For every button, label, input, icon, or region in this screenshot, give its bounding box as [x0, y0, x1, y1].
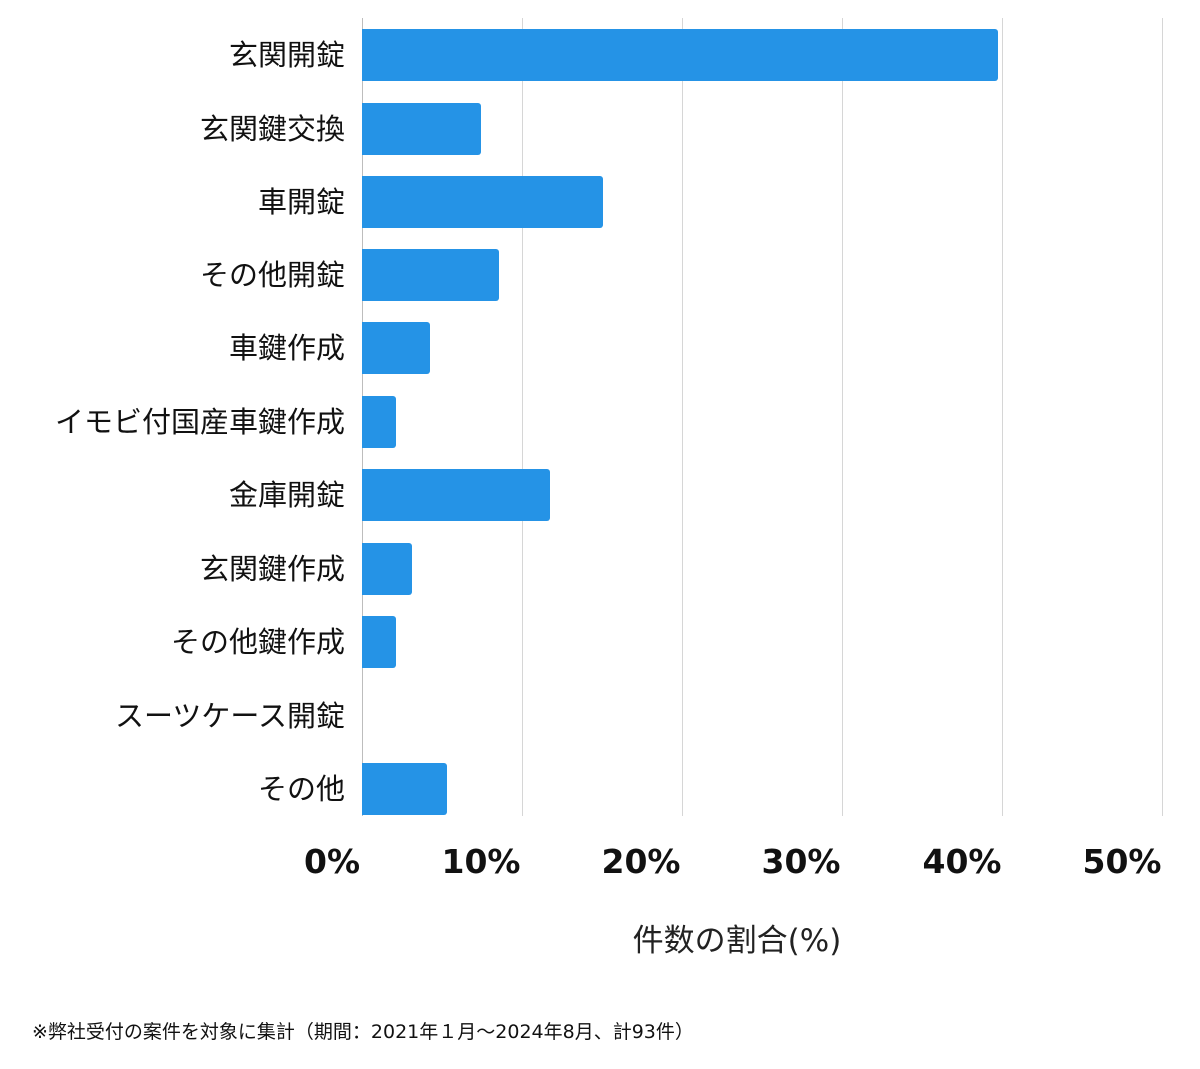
- bar-genkan-kagi-kokan: [362, 103, 481, 155]
- x-tick-label: 40%: [922, 842, 1002, 881]
- x-tick-label: 10%: [441, 842, 521, 881]
- bar-kinko-kaijo: [362, 469, 550, 521]
- category-label: 玄関鍵交換: [199, 112, 345, 146]
- category-label: その他開錠: [199, 258, 345, 292]
- bar-sonota-kagi-sakusei: [362, 616, 396, 668]
- footnote: ※弊社受付の案件を対象に集計（期間：2021年１月～2024年8月、計93件）: [32, 1021, 694, 1043]
- gridline-10: [522, 18, 523, 816]
- x-axis-title: 件数の割合(%): [632, 923, 842, 959]
- x-tick-label: 50%: [1082, 842, 1162, 881]
- category-label: その他鍵作成: [170, 625, 345, 659]
- bar-sonota: [362, 763, 447, 815]
- category-label: イモビ付国産車鍵作成: [54, 405, 345, 439]
- x-tick-label: 30%: [761, 842, 841, 881]
- x-tick-label: 0%: [303, 842, 361, 881]
- category-label: 車開錠: [257, 185, 345, 219]
- bar-kuruma-kaijo: [362, 176, 603, 228]
- bar-genkan-kagi-sakusei: [362, 543, 412, 595]
- gridline-30: [842, 18, 843, 816]
- plot-area: [362, 18, 1163, 816]
- category-label: 車鍵作成: [228, 331, 345, 365]
- category-label: スーツケース開錠: [115, 699, 345, 733]
- gridline-20: [682, 18, 683, 816]
- bar-kuruma-kagi-sakusei: [362, 322, 430, 374]
- category-label: その他: [257, 772, 345, 806]
- x-tick-label: 20%: [601, 842, 681, 881]
- gridline-50: [1162, 18, 1163, 816]
- bar-genkan-kaijo: [362, 29, 998, 81]
- category-label: 金庫開錠: [228, 478, 345, 512]
- category-label: 玄関開錠: [228, 38, 345, 72]
- gridline-40: [1002, 18, 1003, 816]
- category-label: 玄関鍵作成: [199, 552, 345, 586]
- bar-sonota-kaijo: [362, 249, 499, 301]
- bar-immobi-kagi-sakusei: [362, 396, 396, 448]
